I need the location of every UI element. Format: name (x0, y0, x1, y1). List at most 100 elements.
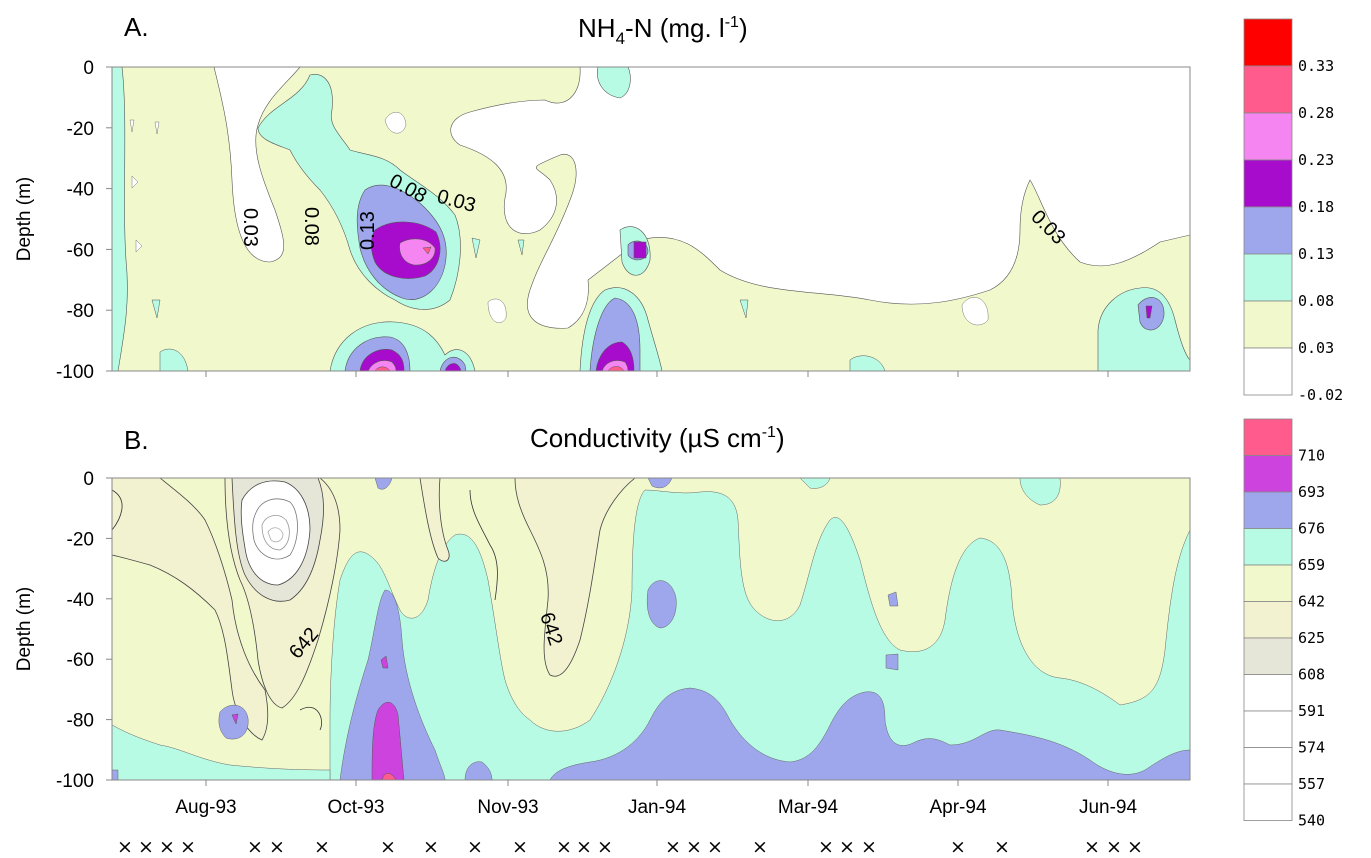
sample-mark: × (994, 836, 1010, 858)
colorbar-label: 659 (1298, 556, 1325, 574)
colorbar-swatch (1243, 747, 1293, 785)
sample-mark: × (576, 836, 592, 858)
panel-a-frame (111, 66, 1191, 372)
sample-mark: × (1084, 836, 1100, 858)
sample-mark: × (861, 836, 877, 858)
x-tick-label: Oct-93 (327, 797, 384, 818)
y-tick-label: -100 (56, 771, 94, 792)
colorbar-label: 0.33 (1298, 57, 1334, 75)
colorbar-label: 710 (1298, 447, 1325, 465)
panel-a-letter: A. (124, 12, 149, 42)
y-tick-label: -100 (56, 362, 94, 383)
sample-mark: × (665, 836, 681, 858)
sample-mark: × (180, 836, 196, 858)
sample-mark: × (512, 836, 528, 858)
colorbar-label: 0.08 (1298, 292, 1334, 310)
sample-mark: × (117, 836, 133, 858)
colorbar-swatch (1243, 601, 1293, 639)
colorbar-a: 0.33 0.28 0.23 0.18 0.13 0.08 0.03 -0.02 (1243, 18, 1343, 404)
colorbar-label: 693 (1298, 483, 1325, 501)
colorbar-swatch (1243, 491, 1293, 529)
panel-b-ylabel: Depth (m) (14, 587, 35, 671)
colorbar-swatch (1243, 637, 1293, 675)
panel-b: B. Conductivity (µS cm-1) (14, 423, 1191, 818)
y-tick-label: -80 (67, 711, 94, 732)
colorbar-label: 676 (1298, 520, 1325, 538)
sample-mark: × (314, 836, 330, 858)
sample-mark: × (269, 836, 285, 858)
sample-mark: × (707, 836, 723, 858)
y-tick-label: -80 (67, 301, 94, 322)
y-tick-label: -40 (67, 590, 94, 611)
y-tick-label: -20 (67, 119, 94, 140)
colorbar-swatch (1243, 347, 1293, 396)
sample-mark: × (818, 836, 834, 858)
sample-mark: × (950, 836, 966, 858)
sample-mark: × (1127, 836, 1143, 858)
x-tick-label: Mar-94 (778, 797, 839, 818)
sample-mark: × (752, 836, 768, 858)
colorbar-label: 0.03 (1298, 339, 1334, 357)
colorbar-label: 557 (1298, 775, 1325, 793)
colorbar-swatch (1243, 674, 1293, 712)
colorbar-label: 608 (1298, 666, 1325, 684)
colorbar-b: 710 693 676 659 642 625 608 591 574 557 540 (1243, 418, 1325, 830)
sample-mark: × (467, 836, 483, 858)
colorbar-swatch (1243, 564, 1293, 602)
sample-mark: × (247, 836, 263, 858)
colorbar-swatch (1243, 18, 1293, 67)
panel-a-title: NH4-N (mg. l-1) (578, 13, 748, 48)
colorbar-swatch (1243, 783, 1293, 821)
panel-b-frame (111, 477, 1191, 781)
y-tick-label: -60 (67, 650, 94, 671)
colorbar-label: 574 (1298, 739, 1325, 757)
panel-a-ylabel: Depth (m) (14, 177, 35, 261)
colorbar-swatch (1243, 418, 1293, 456)
colorbar-swatch (1243, 455, 1293, 493)
sample-mark: × (138, 836, 154, 858)
contour-label: 0.03 (239, 208, 261, 247)
colorbar-swatch (1243, 159, 1293, 208)
panel-b-y-axis: Depth (m) 0 -20 -40 -60 -80 -100 (14, 469, 112, 792)
colorbar-swatch (1243, 112, 1293, 161)
y-tick-label: -40 (67, 180, 94, 201)
x-tick-label: Nov-93 (477, 797, 538, 818)
colorbar-label: 0.13 (1298, 245, 1334, 263)
colorbar-swatch (1243, 65, 1293, 114)
y-tick-label: 0 (83, 58, 94, 79)
panel-a-y-axis: Depth (m) 0 -20 -40 -60 -80 -100 (14, 58, 112, 383)
y-tick-label: -20 (67, 529, 94, 550)
panel-b-x-ticks: Aug-93 Oct-93 Nov-93 Jan-94 Mar-94 Apr-94 Jun-… (175, 780, 1137, 818)
y-tick-label: -60 (67, 240, 94, 261)
panel-b-contours (112, 478, 1190, 780)
sample-mark: × (556, 836, 572, 858)
sample-mark: × (839, 836, 855, 858)
x-tick-label: Apr-94 (929, 797, 986, 818)
x-tick-label: Jun-94 (1079, 797, 1138, 818)
colorbar-label: 0.18 (1298, 198, 1334, 216)
sample-mark: × (1106, 836, 1122, 858)
colorbar-label: 642 (1298, 593, 1325, 611)
sample-mark: × (423, 836, 439, 858)
sample-mark: × (597, 836, 613, 858)
panel-a-contours (112, 67, 1190, 371)
contour-label: 0.13 (357, 211, 379, 250)
colorbar-swatch (1243, 300, 1293, 349)
panel-b-title: Conductivity (µS cm-1) (530, 423, 785, 453)
panel-a: A. NH4-N (mg. l-1) (14, 12, 1191, 383)
contour-label: 0.08 (300, 207, 322, 246)
colorbar-label: 591 (1298, 702, 1325, 720)
colorbar-label: -0.02 (1298, 386, 1343, 404)
sampling-marks: × × × × × × × × × × × × × × × × × × × × × × × × × × (117, 836, 1143, 858)
sample-mark: × (159, 836, 175, 858)
panel-b-letter: B. (124, 425, 149, 455)
colorbar-swatch (1243, 710, 1293, 748)
panel-a-x-ticks (205, 371, 1109, 377)
colorbar-swatch (1243, 528, 1293, 566)
y-tick-label: 0 (83, 469, 94, 490)
colorbar-label: 540 (1298, 812, 1325, 830)
colorbar-label: 625 (1298, 629, 1325, 647)
sample-mark: × (686, 836, 702, 858)
colorbar-swatch (1243, 253, 1293, 302)
